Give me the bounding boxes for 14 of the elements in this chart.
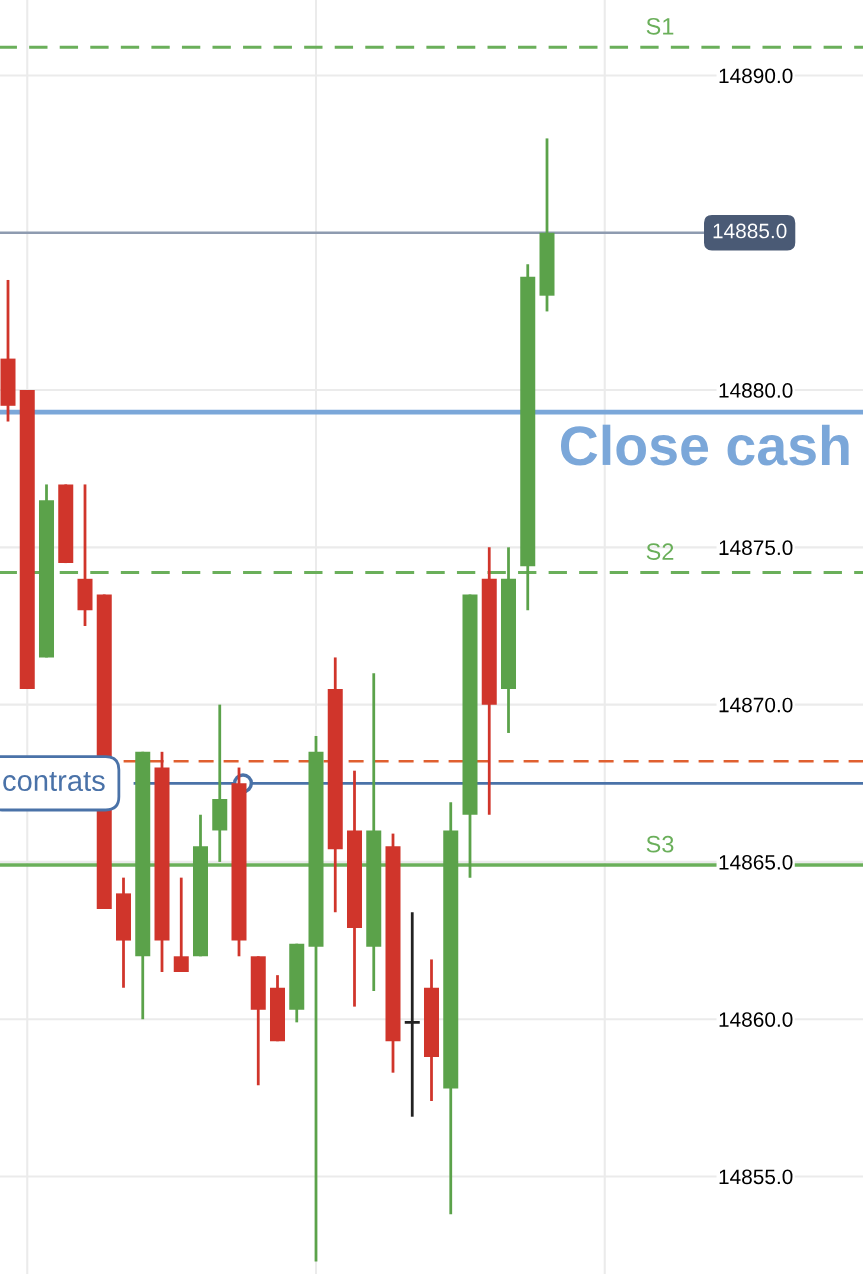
ref-line-label: S1 bbox=[646, 17, 674, 35]
ref-line-label: S2 bbox=[646, 543, 674, 560]
y-tick-label: 14865.0 bbox=[719, 854, 793, 870]
y-tick-label: 14870.0 bbox=[719, 697, 793, 713]
ref-line-label: Close cash bbox=[560, 424, 849, 466]
y-tick-label: 14880.0 bbox=[719, 383, 793, 398]
y-tick-label: 14860.0 bbox=[719, 1012, 793, 1027]
ref-line-label: S3 bbox=[646, 835, 674, 853]
ref-line-label: 14885.0 bbox=[713, 223, 787, 239]
y-tick-label: 14875.0 bbox=[719, 540, 793, 556]
candlestick bbox=[173, 876, 189, 974]
ref-line-label: contrats bbox=[3, 771, 105, 792]
y-tick-label: 14855.0 bbox=[719, 1169, 793, 1185]
y-tick-label: 14890.0 bbox=[719, 68, 793, 84]
